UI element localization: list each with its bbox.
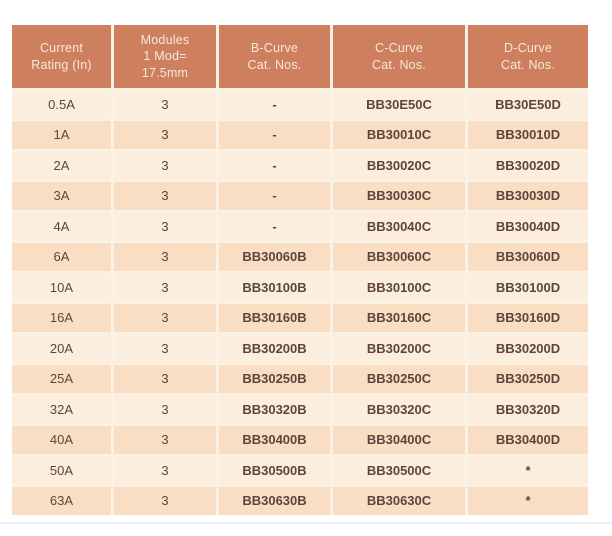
table-cell: BB30250B <box>219 364 330 393</box>
table-cell: BB30040C <box>333 212 465 241</box>
table-cell: BB30320B <box>219 395 330 424</box>
table-cell-rating: 0.5A <box>12 90 111 119</box>
header-cell-c_curve: C-Curve Cat. Nos. <box>333 25 465 88</box>
table-cell: - <box>219 90 330 119</box>
table-cell: BB30060D <box>468 242 588 271</box>
table-cell-rating: 2A <box>12 151 111 180</box>
table-cell: 3 <box>114 425 216 454</box>
table-cell: BB30200C <box>333 334 465 363</box>
header-cell-b_curve: B-Curve Cat. Nos. <box>219 25 330 88</box>
table-cell: 3 <box>114 120 216 149</box>
table-cell-rating: 63A <box>12 486 111 515</box>
table-cell-rating: 1A <box>12 120 111 149</box>
header-cell-current_rating: Current Rating (In) <box>12 25 111 88</box>
table-cell-rating: 3A <box>12 181 111 210</box>
table-cell: BB30030D <box>468 181 588 210</box>
table-cell: 3 <box>114 364 216 393</box>
table-cell: BB30320C <box>333 395 465 424</box>
table-cell: 3 <box>114 486 216 515</box>
table-cell-rating: 4A <box>12 212 111 241</box>
table-cell: 3 <box>114 212 216 241</box>
table-cell: 3 <box>114 456 216 485</box>
table-cell: 3 <box>114 273 216 302</box>
table-cell: 3 <box>114 181 216 210</box>
table-cell: BB30500B <box>219 456 330 485</box>
table-cell: 3 <box>114 242 216 271</box>
mcb-catalog-table: Current Rating (In) Modules 1 Mod= 17.5mm… <box>12 25 588 515</box>
table-cell-rating: 20A <box>12 334 111 363</box>
table-cell: BB30060C <box>333 242 465 271</box>
table-cell: BB30400B <box>219 425 330 454</box>
table-cell: 3 <box>114 395 216 424</box>
table-cell: BB30250C <box>333 364 465 393</box>
table-cell: 3 <box>114 151 216 180</box>
table-cell: 3 <box>114 90 216 119</box>
bottom-divider <box>0 522 612 524</box>
table-cell: BB30060B <box>219 242 330 271</box>
table-cell: BB30010D <box>468 120 588 149</box>
table-cell: BB30200D <box>468 334 588 363</box>
table-cell: BB30320D <box>468 395 588 424</box>
header-cell-modules: Modules 1 Mod= 17.5mm <box>114 25 216 88</box>
table-cell: BB30160D <box>468 303 588 332</box>
table-cell: BB30400C <box>333 425 465 454</box>
table-cell: - <box>219 151 330 180</box>
table-cell-rating: 50A <box>12 456 111 485</box>
table-cell-rating: 40A <box>12 425 111 454</box>
table-cell: BB30500C <box>333 456 465 485</box>
table-cell: BB30010C <box>333 120 465 149</box>
table-cell-rating: 10A <box>12 273 111 302</box>
table-cell-rating: 16A <box>12 303 111 332</box>
table-cell: BB30040D <box>468 212 588 241</box>
table-cell: BB30200B <box>219 334 330 363</box>
table-cell: BB30020D <box>468 151 588 180</box>
table-cell: - <box>219 212 330 241</box>
table-cell: BB30100C <box>333 273 465 302</box>
table-cell-rating: 32A <box>12 395 111 424</box>
table-cell: * <box>468 486 588 515</box>
table-cell: BB30100B <box>219 273 330 302</box>
table-cell: * <box>468 456 588 485</box>
table-cell: BB30020C <box>333 151 465 180</box>
table-cell: 3 <box>114 334 216 363</box>
table-cell: - <box>219 120 330 149</box>
table-cell: - <box>219 181 330 210</box>
table-cell: BB30E50C <box>333 90 465 119</box>
table-cell: BB30250D <box>468 364 588 393</box>
table-cell: BB30E50D <box>468 90 588 119</box>
table-cell: BB30400D <box>468 425 588 454</box>
table-cell: BB30160C <box>333 303 465 332</box>
table-cell: 3 <box>114 303 216 332</box>
table-cell: BB30160B <box>219 303 330 332</box>
table-cell: BB30630C <box>333 486 465 515</box>
table-cell-rating: 6A <box>12 242 111 271</box>
table-cell: BB30030C <box>333 181 465 210</box>
table-cell: BB30100D <box>468 273 588 302</box>
table-cell: BB30630B <box>219 486 330 515</box>
table-cell-rating: 25A <box>12 364 111 393</box>
header-cell-d_curve: D-Curve Cat. Nos. <box>468 25 588 88</box>
